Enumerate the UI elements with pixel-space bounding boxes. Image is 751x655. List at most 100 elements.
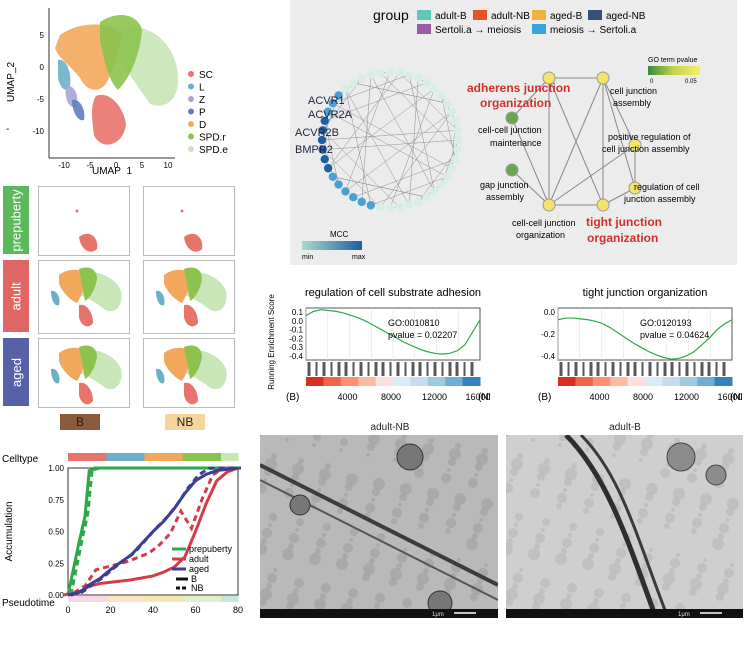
gsea-ytick: -0.2: [289, 334, 303, 343]
network-node: [443, 172, 452, 181]
em-title-b: adult-B: [609, 422, 641, 433]
umap-legend-label: P: [199, 108, 206, 119]
umap-ytick: -10: [32, 127, 44, 136]
go-tick-0: 0: [650, 79, 654, 85]
celltype-bar-seg: [199, 453, 205, 461]
gsea-ytick: -0.3: [289, 343, 303, 352]
condition-label-prepuberty: prepuberty: [3, 186, 29, 254]
pt-ylabel: Accumulation: [4, 501, 15, 561]
group-label-NB: NB: [165, 414, 205, 430]
pt-ytick: 0.50: [48, 528, 64, 537]
pt-xtick: 60: [190, 605, 200, 615]
celltype-bar-seg: [102, 453, 107, 461]
gene-label: ACVR1: [308, 95, 345, 107]
celltype-bar-seg: [233, 453, 239, 461]
celltype-bar-seg: [114, 453, 120, 461]
umap-tick-mark: -: [6, 124, 9, 135]
go-node: [596, 71, 610, 85]
group-legend-swatch: [417, 10, 431, 20]
gsea-ytick: 0.0: [292, 317, 304, 326]
network-node: [323, 107, 333, 116]
condition-label-aged: aged: [3, 338, 29, 406]
go-term-label: positive regulation of: [608, 132, 691, 142]
group-legend-label: Sertoli.a → meiosis: [435, 25, 521, 36]
gsea-curve: [557, 317, 733, 360]
gsea-go: GO:0010810: [388, 318, 440, 328]
gsea-right-label: (NB): [730, 392, 742, 403]
umap-cluster: [100, 15, 142, 90]
network-node: [443, 99, 452, 108]
group-legend-swatch: [417, 24, 431, 34]
network-node: [318, 126, 327, 135]
gsea-curve: [305, 309, 481, 355]
celltype-bar-seg: [89, 453, 94, 461]
condition-umap-panel: [143, 260, 235, 334]
go-term-label: assembly: [613, 98, 652, 108]
go-node: [542, 71, 556, 85]
celltype-bar-seg: [131, 453, 137, 461]
gsea-left: regulation of cell substrate adhesion 0.1…: [267, 282, 499, 412]
em-image-adult-nb: 1μm: [260, 435, 498, 618]
gsea-xtick: 4000: [589, 392, 609, 402]
network-node: [366, 70, 376, 79]
gsea-xtick: 16000: [465, 392, 490, 402]
celltype-bar-seg: [208, 453, 213, 461]
celltype-bar-seg: [182, 453, 188, 461]
celltype-bar-seg: [97, 453, 103, 461]
pt-series-aged-NB: [70, 466, 241, 597]
network-node: [317, 135, 327, 145]
go-node: [628, 138, 642, 152]
umap-ylabel: UMAP_2: [6, 62, 17, 102]
gsea-ylabel: Running Enrichment Score: [268, 294, 276, 390]
umap-xtick: 10: [164, 161, 173, 170]
go-term-label: cell junction: [610, 86, 657, 96]
condition-umap-panel: [38, 260, 130, 334]
celltype-bar-seg: [204, 453, 209, 461]
gsea-ytick: -0.2: [541, 330, 555, 339]
network-node: [341, 187, 350, 196]
celltype-bar-seg: [93, 453, 99, 461]
network-node: [376, 68, 385, 77]
network-node: [447, 164, 457, 173]
celltype-bar-seg: [76, 453, 82, 461]
celltype-bar-seg: [80, 453, 86, 461]
pt-ytick: 0.25: [48, 559, 64, 568]
umap-ytick: -5: [37, 95, 45, 104]
go-term-label: assembly: [486, 192, 525, 202]
group-legend-title: group: [373, 7, 409, 23]
umap-panel: -10 -5 0 5 10 5 0 -5 -10 UMAP_1 UMAP_2 - SC L Z P D…: [0, 0, 240, 177]
network-node: [349, 193, 358, 202]
celltype-bar-seg: [127, 453, 133, 461]
gsea-title: regulation of cell substrate adhesion: [305, 287, 481, 299]
celltype-bar-seg: [110, 453, 116, 461]
network-node: [447, 107, 457, 116]
celltype-bar-seg: [123, 453, 128, 461]
network-node: [334, 180, 343, 189]
condition-umap-panel: [38, 186, 130, 256]
network-node: [318, 145, 327, 154]
network-node: [320, 154, 329, 164]
network-node: [422, 78, 431, 87]
network-node: [328, 99, 337, 108]
go-node: [596, 198, 610, 212]
group-legend-swatch: [588, 10, 602, 20]
em-scale-label: 1μm: [678, 612, 690, 618]
go-term-label: cell-cell junction: [478, 125, 542, 135]
pt-series-adult-NB: [63, 466, 234, 597]
network-node: [357, 73, 366, 83]
condition-umap-panel: [38, 338, 130, 408]
network-node: [451, 116, 460, 126]
pseudotime-panel: Celltype 0.00 0.25 0.50 0.75 1.00 Accumulation…: [0, 445, 250, 650]
gsea-ytick: 0.0: [544, 308, 556, 317]
gsea-xtick: 12000: [674, 392, 699, 402]
group-legend-label: aged-B: [550, 11, 583, 22]
celltype-bar-seg: [174, 453, 179, 461]
gsea-ytick: -0.4: [541, 352, 555, 361]
umap-legend-swatch: [188, 121, 194, 127]
go-term-label: cell junction assembly: [602, 144, 690, 154]
network-node: [395, 203, 404, 212]
celltype-bar-seg: [68, 453, 73, 461]
umap-ytick: 5: [40, 31, 45, 40]
celltype-bar-seg: [161, 453, 167, 461]
mcc-max: max: [352, 254, 366, 261]
